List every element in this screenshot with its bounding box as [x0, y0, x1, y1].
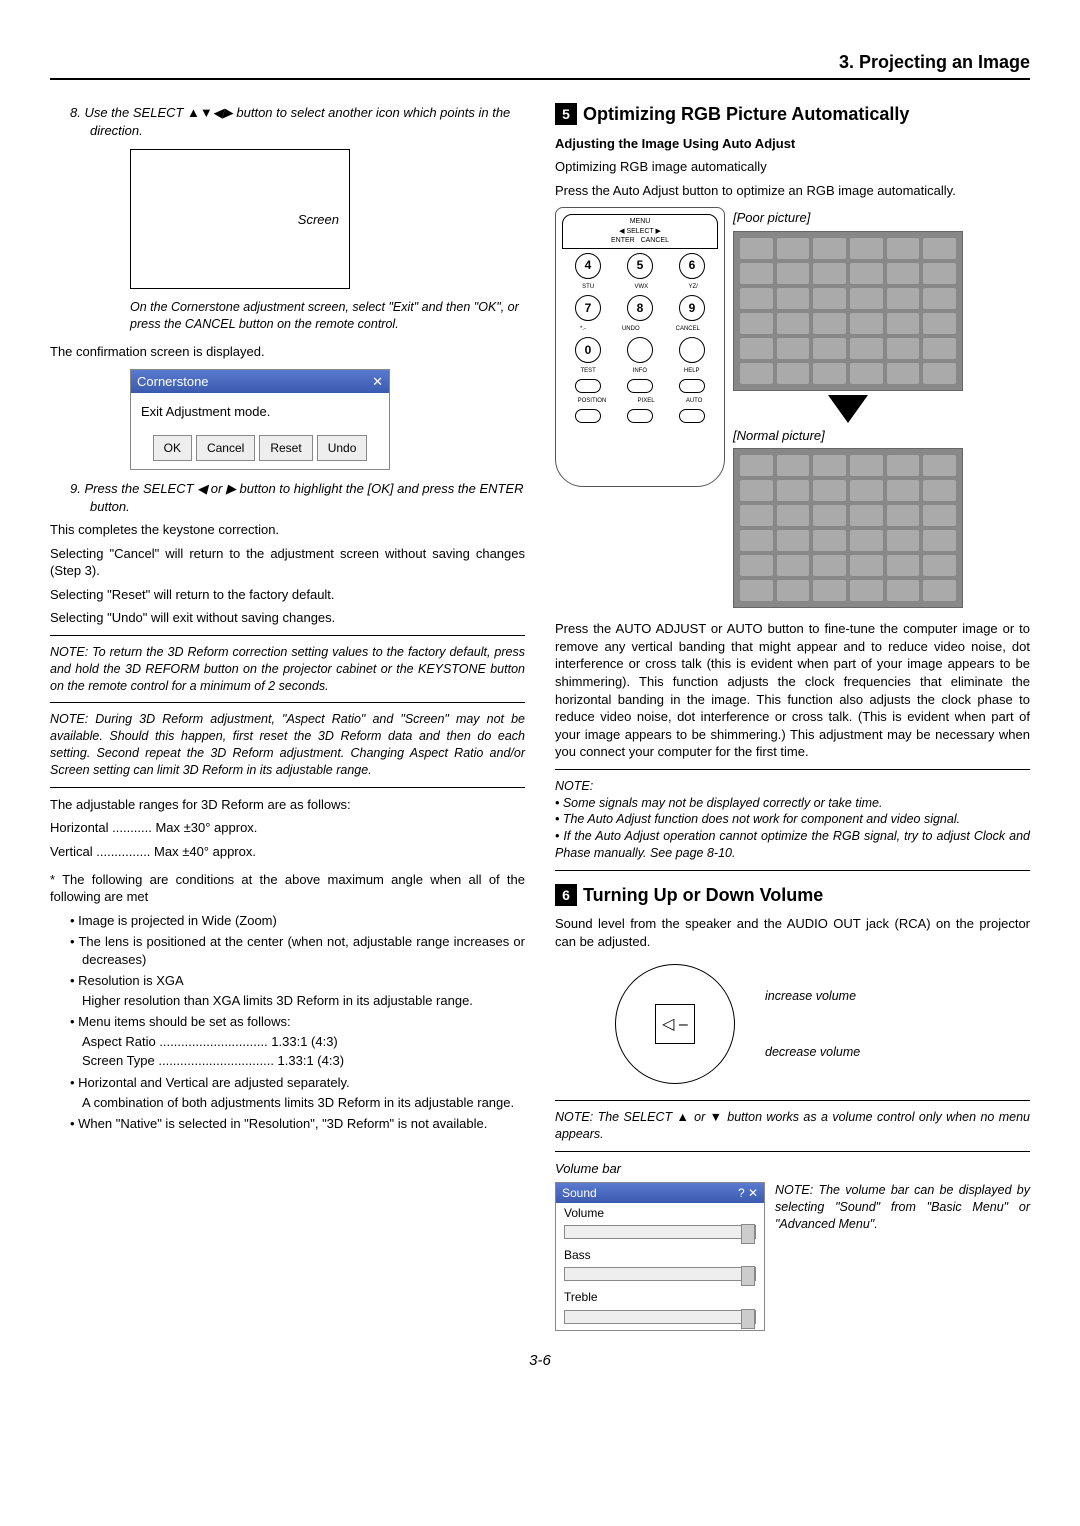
- increase-volume-label: increase volume: [765, 988, 860, 1005]
- bullet-5-sub: A combination of both adjustments limits…: [82, 1094, 525, 1112]
- horiz-range: Horizontal ........... Max ±30° approx.: [50, 819, 525, 837]
- completes-text: This completes the keystone correction.: [50, 521, 525, 539]
- page-number: 3-6: [50, 1351, 1030, 1371]
- note-bullet-1: • Some signals may not be displayed corr…: [555, 795, 1030, 812]
- s5-line2: Press the Auto Adjust button to optimize…: [555, 182, 1030, 200]
- screen-caption: On the Cornerstone adjustment screen, se…: [130, 299, 525, 333]
- sound-title: Sound: [562, 1185, 597, 1201]
- normal-picture-label: [Normal picture]: [733, 427, 963, 445]
- confirm-text: The confirmation screen is displayed.: [50, 343, 525, 361]
- volume-bar-note: NOTE: The volume bar can be displayed by…: [775, 1182, 1030, 1233]
- undo-text: Selecting "Undo" will exit without savin…: [50, 609, 525, 627]
- step-8: 8. Use the SELECT ▲▼◀▶ button to select …: [70, 104, 525, 139]
- aspect-ratio: Aspect Ratio ...........................…: [82, 1033, 525, 1051]
- treble-slider: [564, 1310, 756, 1324]
- volume-bar-label: Volume bar: [555, 1160, 1030, 1178]
- reset-text: Selecting "Reset" will return to the fac…: [50, 586, 525, 604]
- bullet-2: • The lens is positioned at the center (…: [70, 933, 525, 968]
- note-1: NOTE: To return the 3D Reform correction…: [50, 644, 525, 695]
- bass-row: Bass: [556, 1245, 764, 1265]
- volume-knob-diagram: ◁ –: [615, 964, 735, 1084]
- s5-line1: Optimizing RGB image automatically: [555, 158, 1030, 176]
- note-2: NOTE: During 3D Reform adjustment, "Aspe…: [50, 711, 525, 779]
- section-6-number: 6: [555, 884, 577, 906]
- screen-label: Screen: [298, 211, 339, 229]
- treble-row: Treble: [556, 1287, 764, 1307]
- section-6-title: Turning Up or Down Volume: [583, 883, 823, 907]
- ok-button: OK: [153, 435, 192, 461]
- note-bullet-3: • If the Auto Adjust operation cannot op…: [555, 828, 1030, 862]
- s6-line1: Sound level from the speaker and the AUD…: [555, 915, 1030, 950]
- close-icon: ✕: [372, 373, 383, 391]
- bass-slider: [564, 1267, 756, 1281]
- conditions-intro: * The following are conditions at the ab…: [50, 871, 525, 906]
- sound-close-icon: ? ✕: [738, 1185, 758, 1201]
- bullet-1: • Image is projected in Wide (Zoom): [70, 912, 525, 930]
- reset-button: Reset: [259, 435, 312, 461]
- arrow-down-icon: [828, 395, 868, 423]
- cancel-button: Cancel: [196, 435, 255, 461]
- undo-button: Undo: [317, 435, 368, 461]
- sound-dialog: Sound ? ✕ Volume Bass Treble: [555, 1182, 765, 1331]
- dialog-body: Exit Adjustment mode.: [131, 393, 389, 431]
- vert-range: Vertical ............... Max ±40° approx…: [50, 843, 525, 861]
- poor-picture: [733, 231, 963, 391]
- dialog-title: Cornerstone: [137, 373, 209, 391]
- section-5-title: Optimizing RGB Picture Automatically: [583, 102, 909, 126]
- cornerstone-dialog: Cornerstone ✕ Exit Adjustment mode. OK C…: [130, 369, 390, 470]
- cancel-text: Selecting "Cancel" will return to the ad…: [50, 545, 525, 580]
- decrease-volume-label: decrease volume: [765, 1044, 860, 1061]
- bullet-3-sub: Higher resolution than XGA limits 3D Ref…: [82, 992, 525, 1010]
- section-5-number: 5: [555, 103, 577, 125]
- step-9: 9. Press the SELECT ◀ or ▶ button to hig…: [70, 480, 525, 515]
- note-bullet-2: • The Auto Adjust function does not work…: [555, 811, 1030, 828]
- ranges-text: The adjustable ranges for 3D Reform are …: [50, 796, 525, 814]
- section-5-subhead: Adjusting the Image Using Auto Adjust: [555, 135, 1030, 153]
- bullet-6: • When "Native" is selected in "Resoluti…: [70, 1115, 525, 1133]
- right-column: 5 Optimizing RGB Picture Automatically A…: [555, 98, 1030, 1330]
- remote-diagram: MENU◀ SELECT ▶ENTER CANCEL 456 STUVWXYZ/…: [555, 207, 725, 487]
- bullet-5: • Horizontal and Vertical are adjusted s…: [70, 1074, 525, 1092]
- screen-diagram: Screen: [130, 149, 350, 289]
- volume-slider: [564, 1225, 756, 1239]
- bullet-4: • Menu items should be set as follows:: [70, 1013, 525, 1031]
- bullet-3: • Resolution is XGA: [70, 972, 525, 990]
- screen-type: Screen Type ............................…: [82, 1052, 525, 1070]
- volume-note: NOTE: The SELECT ▲ or ▼ button works as …: [555, 1109, 1030, 1143]
- chapter-header: 3. Projecting an Image: [50, 50, 1030, 80]
- normal-picture: [733, 448, 963, 608]
- auto-adjust-para: Press the AUTO ADJUST or AUTO button to …: [555, 620, 1030, 760]
- note-head: NOTE:: [555, 778, 1030, 795]
- poor-picture-label: [Poor picture]: [733, 209, 963, 227]
- left-column: 8. Use the SELECT ▲▼◀▶ button to select …: [50, 98, 525, 1330]
- volume-row: Volume: [556, 1203, 764, 1223]
